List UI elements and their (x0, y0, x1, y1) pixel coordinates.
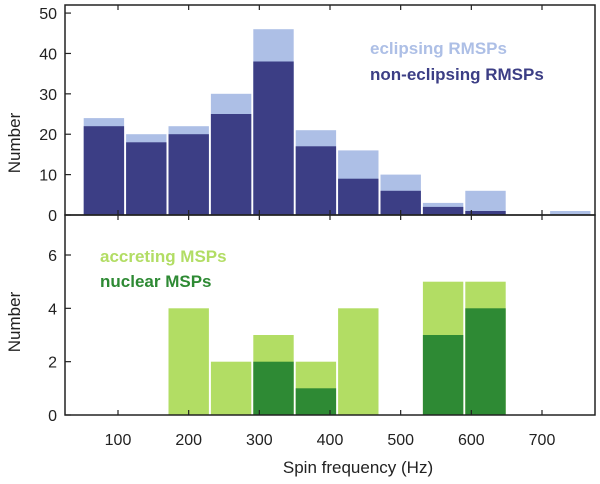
bottom-y-tick-label: 2 (48, 355, 57, 372)
top-bar-s1-b9 (465, 211, 506, 215)
bottom-bar-s0-b3 (210, 361, 252, 415)
top-y-tick-label: 50 (39, 6, 57, 23)
top-bars (83, 29, 591, 216)
bottom-bar-s0-b2 (168, 308, 209, 415)
top-ticks: 0 10 20 30 40 50 (39, 5, 543, 225)
bottom-bar-s1-b8 (422, 335, 464, 415)
x-tick-label: 600 (458, 432, 485, 449)
x-tick-label: 500 (387, 432, 414, 449)
top-panel: 0 10 20 30 40 50 Number eclipsing RMSPs non-e… (5, 4, 596, 225)
top-bar-s1-b1 (126, 142, 167, 215)
top-bar-s1-b6 (338, 178, 379, 215)
top-bar-s0-b9 (465, 190, 506, 215)
bottom-bar-s0-b6 (338, 308, 379, 415)
legend-eclipsing: eclipsing RMSPs (370, 39, 507, 58)
bottom-panel: 0 2 4 6 100 200 300 400 500 600 700 Number Spin fr… (5, 214, 596, 477)
top-bar-s1-b3 (210, 114, 252, 215)
top-bar-s1-b0 (83, 126, 125, 215)
x-axis-label: Spin frequency (Hz) (283, 458, 433, 477)
bottom-bar-s1-b9 (465, 308, 506, 415)
top-bar-s1-b5 (295, 146, 337, 215)
legend-non-eclipsing: non-eclipsing RMSPs (370, 65, 544, 84)
legend-accreting: accreting MSPs (100, 247, 227, 266)
x-tick-label: 100 (105, 432, 132, 449)
x-tick-label: 200 (175, 432, 202, 449)
legend-nuclear: nuclear MSPs (100, 272, 212, 291)
top-y-tick-label: 40 (39, 46, 57, 63)
top-y-tick-label: 30 (39, 87, 57, 104)
top-bar-s0-b11 (550, 211, 591, 215)
top-bar-s1-b8 (422, 206, 464, 215)
top-y-tick-label: 0 (48, 208, 57, 225)
bottom-y-axis-label: Number (5, 291, 24, 352)
bottom-y-tick-label: 4 (48, 301, 57, 318)
bottom-bar-s1-b5 (295, 388, 337, 415)
bottom-ticks: 0 2 4 6 100 200 300 400 500 600 700 (48, 215, 555, 449)
x-tick-label: 700 (529, 432, 556, 449)
x-tick-label: 400 (317, 432, 344, 449)
top-bar-s1-b4 (253, 61, 294, 215)
bottom-bars (168, 281, 506, 415)
x-tick-label: 300 (246, 432, 273, 449)
top-bar-s1-b2 (168, 134, 209, 215)
bottom-bar-s1-b4 (253, 361, 294, 415)
top-y-axis-label: Number (5, 112, 24, 173)
bottom-y-tick-label: 0 (48, 408, 57, 425)
top-y-tick-label: 10 (39, 168, 57, 185)
top-y-tick-label: 20 (39, 127, 57, 144)
bottom-y-tick-label: 6 (48, 248, 57, 265)
